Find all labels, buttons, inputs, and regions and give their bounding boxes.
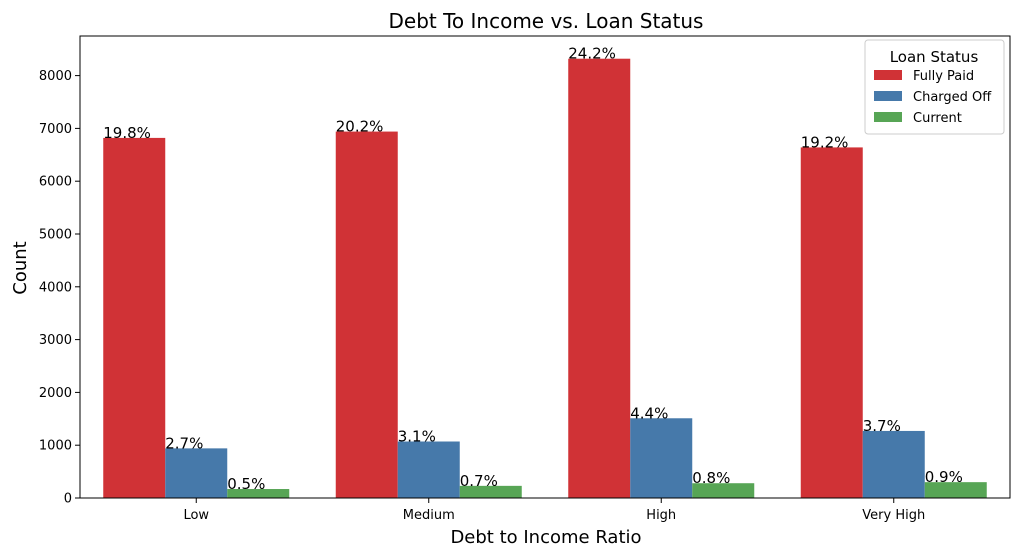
bar-value-label: 0.7%: [460, 472, 498, 490]
legend-swatch: [874, 91, 902, 101]
bar-value-label: 0.9%: [925, 468, 963, 486]
legend-entry-label: Charged Off: [913, 90, 992, 105]
y-axis-title: Count: [10, 241, 31, 294]
legend-box: [864, 39, 1005, 135]
bar: [459, 485, 522, 498]
legend-swatch: [874, 112, 902, 122]
y-tick-label: 6000: [39, 175, 72, 190]
legend-entry-label: Current: [913, 111, 962, 126]
y-tick-label: 4000: [39, 280, 72, 295]
y-tick-label: 2000: [39, 386, 72, 401]
legend-items: Fully Paid Charged Off Current: [874, 69, 992, 126]
chart-title: Debt To Income vs. Loan Status: [389, 9, 704, 33]
y-tick-label: 5000: [39, 228, 72, 243]
bar: [335, 131, 398, 498]
bar-value-label: 4.4%: [630, 404, 668, 422]
bar-value-label: 20.2%: [336, 118, 384, 136]
y-tick-label: 3000: [39, 333, 72, 348]
bar-value-label: 19.8%: [103, 124, 151, 142]
axes-frame: [79, 35, 1011, 499]
bar-value-label: 24.2%: [568, 45, 616, 63]
y-tick-label: 7000: [39, 122, 72, 137]
bar: [630, 418, 693, 498]
legend-title: Loan Status: [890, 48, 979, 66]
legend: Loan Status Fully Paid Charged Off Current: [864, 39, 1005, 135]
x-tick-label: High: [646, 508, 676, 523]
bar: [165, 448, 228, 498]
plot-area: 19.8% 20.2% 24.2% 19.2% 2.7% 3.1% 4.4% 3.7% 0.5%…: [39, 35, 1011, 523]
bar: [397, 441, 460, 498]
legend-swatch: [874, 70, 902, 80]
y-tick-label: 0: [64, 492, 72, 507]
bar-value-label: 2.7%: [165, 434, 203, 452]
bar: [924, 482, 987, 498]
bar: [227, 489, 290, 498]
x-axis-title: Debt to Income Ratio: [450, 527, 641, 548]
bar: [862, 430, 925, 498]
x-tick-label: Very High: [862, 508, 925, 523]
bar: [103, 137, 166, 499]
y-tick-label: 8000: [39, 69, 72, 84]
bar-value-label: 3.7%: [863, 417, 901, 435]
y-tick-label: 1000: [39, 439, 72, 454]
bar-value-label: 19.2%: [801, 133, 849, 151]
bar-value-label: 3.1%: [398, 428, 436, 446]
bar: [692, 483, 755, 498]
bar: [568, 58, 631, 498]
legend-entry-label: Fully Paid: [913, 69, 974, 84]
x-tick-label: Medium: [403, 508, 455, 523]
bar: [800, 147, 863, 498]
bar-value-label: 0.8%: [692, 469, 730, 487]
x-tick-label: Low: [183, 508, 209, 523]
bar-value-label: 0.5%: [227, 475, 265, 493]
